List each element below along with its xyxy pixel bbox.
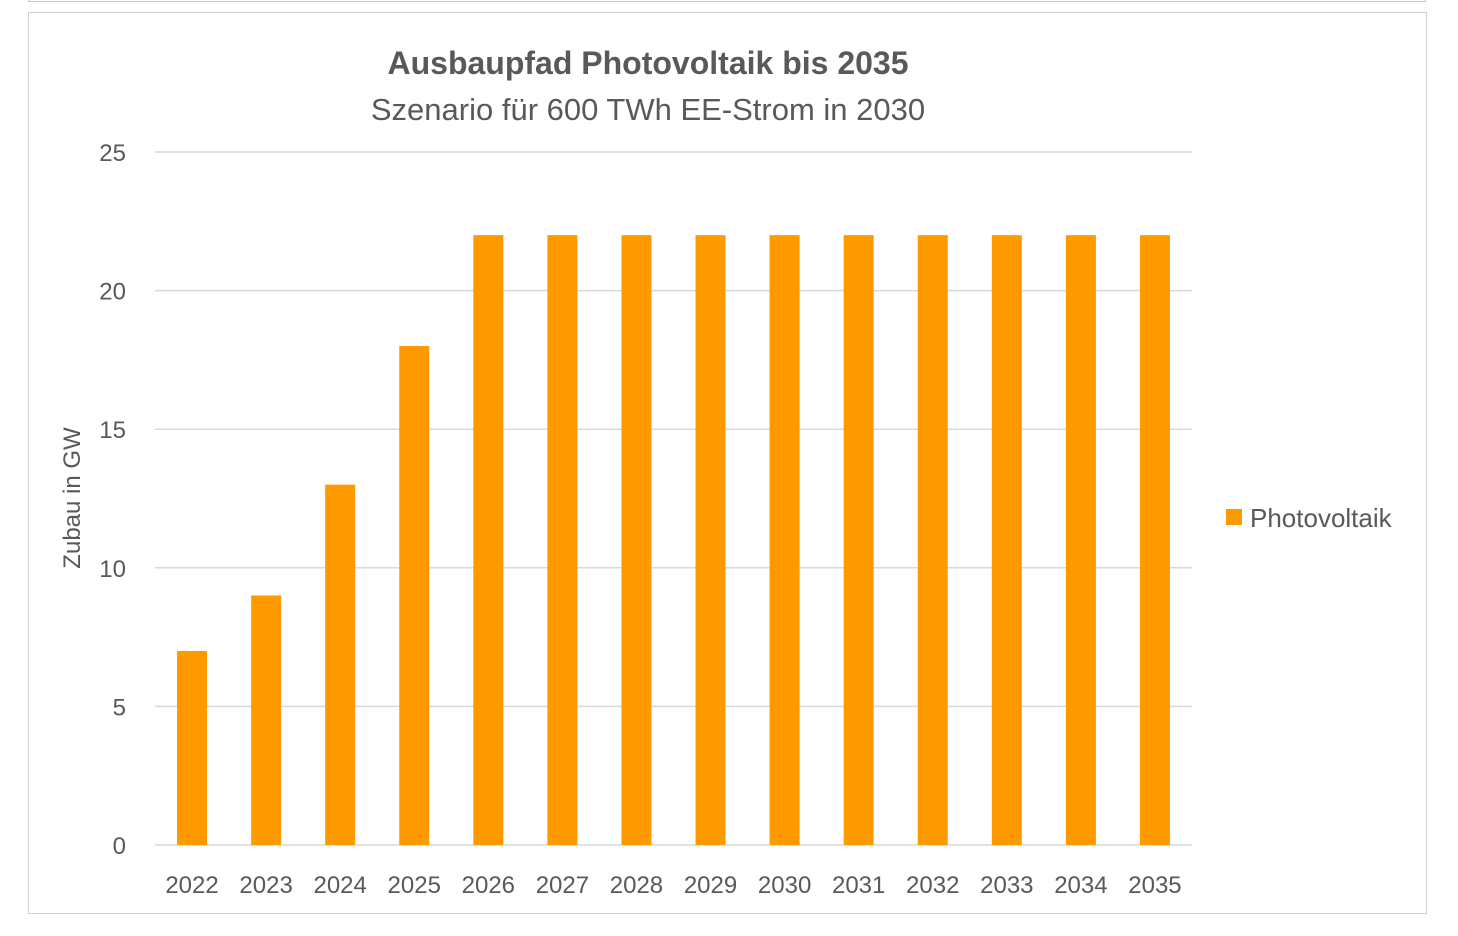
- bars: [177, 235, 1170, 845]
- x-axis-ticks: 2022 2023 2024 2025 2026 2027 2028 2029 2030 2031…: [165, 872, 1181, 899]
- bar-2022: [177, 650, 208, 845]
- legend: Photovoltaik: [1226, 503, 1393, 533]
- y-tick-label: 25: [99, 140, 126, 167]
- bar-2027: [547, 235, 578, 845]
- x-tick-label: 2024: [313, 872, 366, 899]
- x-tick-label: 2022: [165, 872, 218, 899]
- y-tick-label: 15: [99, 417, 126, 444]
- legend-swatch: [1226, 509, 1242, 525]
- top-frame-strip: [28, 0, 1426, 2]
- y-tick-label: 0: [113, 833, 126, 860]
- x-tick-label: 2030: [758, 872, 811, 899]
- x-tick-label: 2032: [906, 872, 959, 899]
- bar-2033: [991, 235, 1022, 845]
- bar-2026: [473, 235, 504, 845]
- bar-2034: [1065, 235, 1096, 845]
- x-tick-label: 2033: [980, 872, 1033, 899]
- bar-2029: [695, 235, 726, 845]
- x-tick-label: 2026: [462, 872, 515, 899]
- bar-2030: [769, 235, 800, 845]
- x-tick-label: 2023: [239, 872, 292, 899]
- gridlines: [155, 151, 1192, 846]
- x-tick-label: 2028: [610, 872, 663, 899]
- x-tick-label: 2025: [388, 872, 441, 899]
- bar-2028: [621, 235, 652, 845]
- chart-subtitle: Szenario für 600 TWh EE-Strom in 2030: [371, 92, 925, 127]
- y-axis-ticks: 0 5 10 15 20 25: [99, 140, 126, 860]
- y-axis-label: Zubau in GW: [59, 427, 86, 569]
- bar-2023: [251, 595, 282, 845]
- legend-label: Photovoltaik: [1250, 503, 1393, 533]
- y-tick-label: 10: [99, 556, 126, 583]
- y-tick-label: 5: [113, 694, 126, 721]
- chart-title: Ausbaupfad Photovoltaik bis 2035: [388, 45, 909, 81]
- x-tick-label: 2034: [1054, 872, 1107, 899]
- bar-2035: [1139, 235, 1170, 845]
- bar-2032: [917, 235, 948, 845]
- bar-2024: [325, 484, 356, 845]
- bar-2031: [843, 235, 874, 845]
- x-tick-label: 2029: [684, 872, 737, 899]
- x-tick-label: 2027: [536, 872, 589, 899]
- x-tick-label: 2031: [832, 872, 885, 899]
- y-tick-label: 20: [99, 279, 126, 306]
- bar-2025: [399, 346, 430, 845]
- x-tick-label: 2035: [1128, 872, 1181, 899]
